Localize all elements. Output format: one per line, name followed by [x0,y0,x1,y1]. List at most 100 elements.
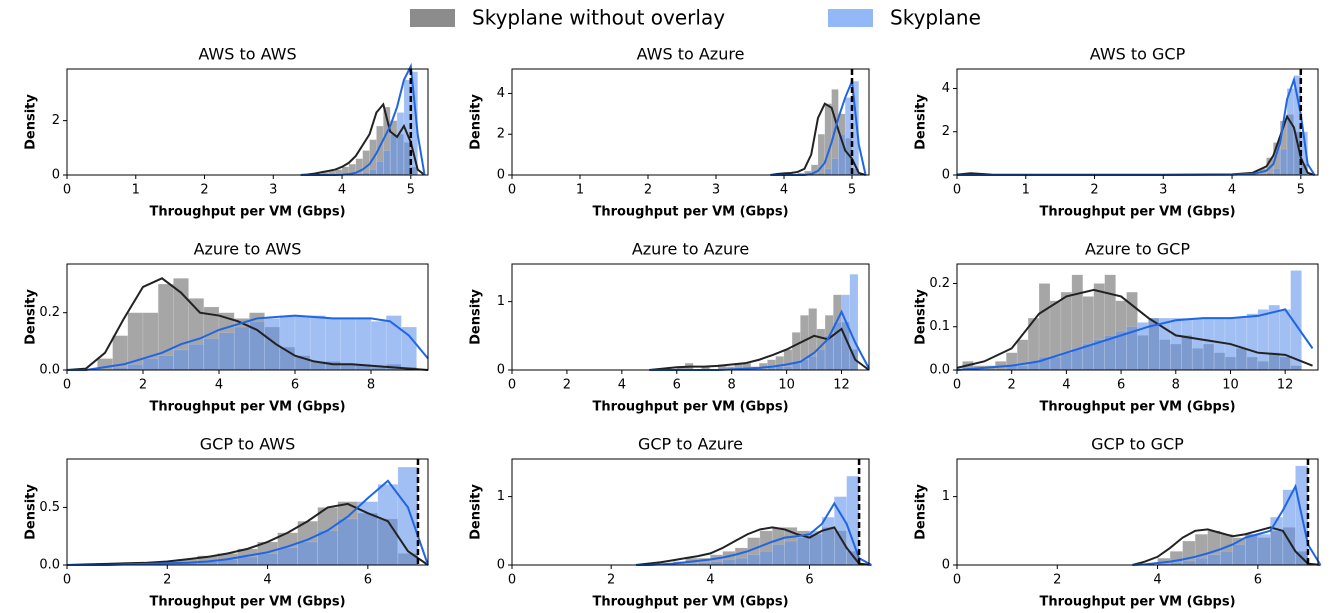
x-tick-label: 2 [1053,573,1061,588]
y-tick-label: 0 [497,558,505,573]
subplot: AWS to GCP Throughput per VM (Gbps) Densit… [914,45,1319,220]
x-tick-label: 4 [263,573,271,588]
x-tick-label: 0 [63,183,71,198]
x-axis-label: Throughput per VM (Gbps) [149,205,345,220]
y-axis-label: Density [24,94,39,150]
x-tick-label: 0 [953,183,961,198]
hist-bar [1286,88,1295,176]
hist-bar [796,537,810,566]
x-tick-label: 2 [563,378,571,393]
x-axis-label: Throughput per VM (Gbps) [149,595,345,610]
x-axis-label: Throughput per VM (Gbps) [1039,595,1235,610]
hist-bar [127,364,144,371]
axes-frame [956,458,1319,566]
hist-bar [747,554,761,566]
x-axis-label: Throughput per VM (Gbps) [1039,205,1235,220]
x-tick-label: 2 [644,183,652,198]
kde-line [957,76,1316,176]
hist-bar [257,553,278,566]
kde-line [66,277,429,371]
y-tick-label: 4 [942,81,950,96]
y-axis-label: Density [469,289,484,345]
x-tick-label: 5 [848,183,856,198]
x-tick-label: 12 [833,378,850,393]
y-tick-label: 0 [497,168,505,183]
subplot: Azure to Azure Throughput per VM (Gbps) De… [469,240,870,415]
y-tick-label: 2 [497,127,505,142]
kde-line [67,314,429,371]
hist-bar [401,326,417,371]
hist-bar [396,112,405,176]
x-tick-label: 3 [269,183,277,198]
hist-bar [1232,544,1246,566]
hist-bar [142,358,159,371]
subplot-title: AWS to AWS [198,45,296,64]
y-tick-label: 1 [497,489,505,504]
y-axis-label: Density [914,94,929,150]
kde-line [956,114,1315,176]
x-tick-label: 4 [338,183,346,198]
hist-bar [355,318,372,371]
x-tick-label: 12 [1277,378,1294,393]
hist-bar [1213,317,1226,371]
hist-bar [157,355,174,371]
x-axis-label: Throughput per VM (Gbps) [592,400,788,415]
axes-frame [956,263,1319,371]
subplot-title: Azure to GCP [1085,240,1190,259]
subplot: Azure to AWS Throughput per VM (Gbps) Dens… [24,240,429,415]
hist-bar [1191,317,1204,371]
hist-bar [362,150,370,176]
y-axis-label: Density [469,94,484,150]
hist-bar [188,343,205,371]
kde-line [770,102,866,176]
x-tick-label: 6 [1117,378,1125,393]
hist-bar [1170,317,1182,371]
hist-bar [218,332,235,371]
hist-bar [710,561,723,566]
kde-line [635,501,872,566]
legend-label: Skyplane [890,6,981,30]
x-tick-label: 3 [1159,183,1167,198]
x-tick-label: 0 [63,573,71,588]
hist-bar [357,501,379,566]
kde-line [649,327,870,371]
x-tick-label: 3 [712,183,720,198]
kde-line [956,288,1313,369]
x-tick-label: 6 [364,573,372,588]
kde-line [635,526,872,566]
y-axis-label: Density [914,484,929,540]
kde-line [67,479,429,566]
x-tick-label: 0 [953,378,961,393]
y-tick-label: 0.2 [39,305,60,320]
x-tick-label: 6 [805,573,813,588]
x-tick-label: 4 [1062,378,1070,393]
hist-bar [249,321,265,371]
subplot: AWS to AWS Throughput per VM (Gbps) Densit… [24,45,429,220]
hist-bar [1181,317,1193,371]
hist-bar [1257,533,1271,566]
hist-bar [824,103,832,176]
kde-line [1132,483,1322,566]
legend-label: Skyplane without overlay [472,6,725,30]
hist-bar [1270,516,1284,566]
y-tick-label: 0.0 [929,363,950,378]
hist-bar [1235,317,1248,371]
y-tick-label: 1 [497,294,505,309]
subplot-title: Azure to AWS [194,240,302,259]
hist-bar [816,349,826,371]
hist-bar [1071,348,1084,371]
subplot: Azure to GCP Throughput per VM (Gbps) Dens… [914,240,1319,415]
x-axis-label: Throughput per VM (Gbps) [592,205,788,220]
x-tick-label: 0 [63,378,71,393]
y-axis-label: Density [24,289,39,345]
axes-frame [511,458,870,566]
y-tick-label: 0.1 [929,319,950,334]
hist-bar [317,530,339,566]
hist-bar [383,150,391,176]
hist-bar [233,326,250,371]
hist-bar [377,484,399,566]
hist-bar [203,338,220,371]
y-tick-label: 0.0 [39,363,60,378]
hist-bar [1282,489,1296,566]
subplot: GCP to GCP Throughput per VM (Gbps) Densit… [914,435,1322,610]
